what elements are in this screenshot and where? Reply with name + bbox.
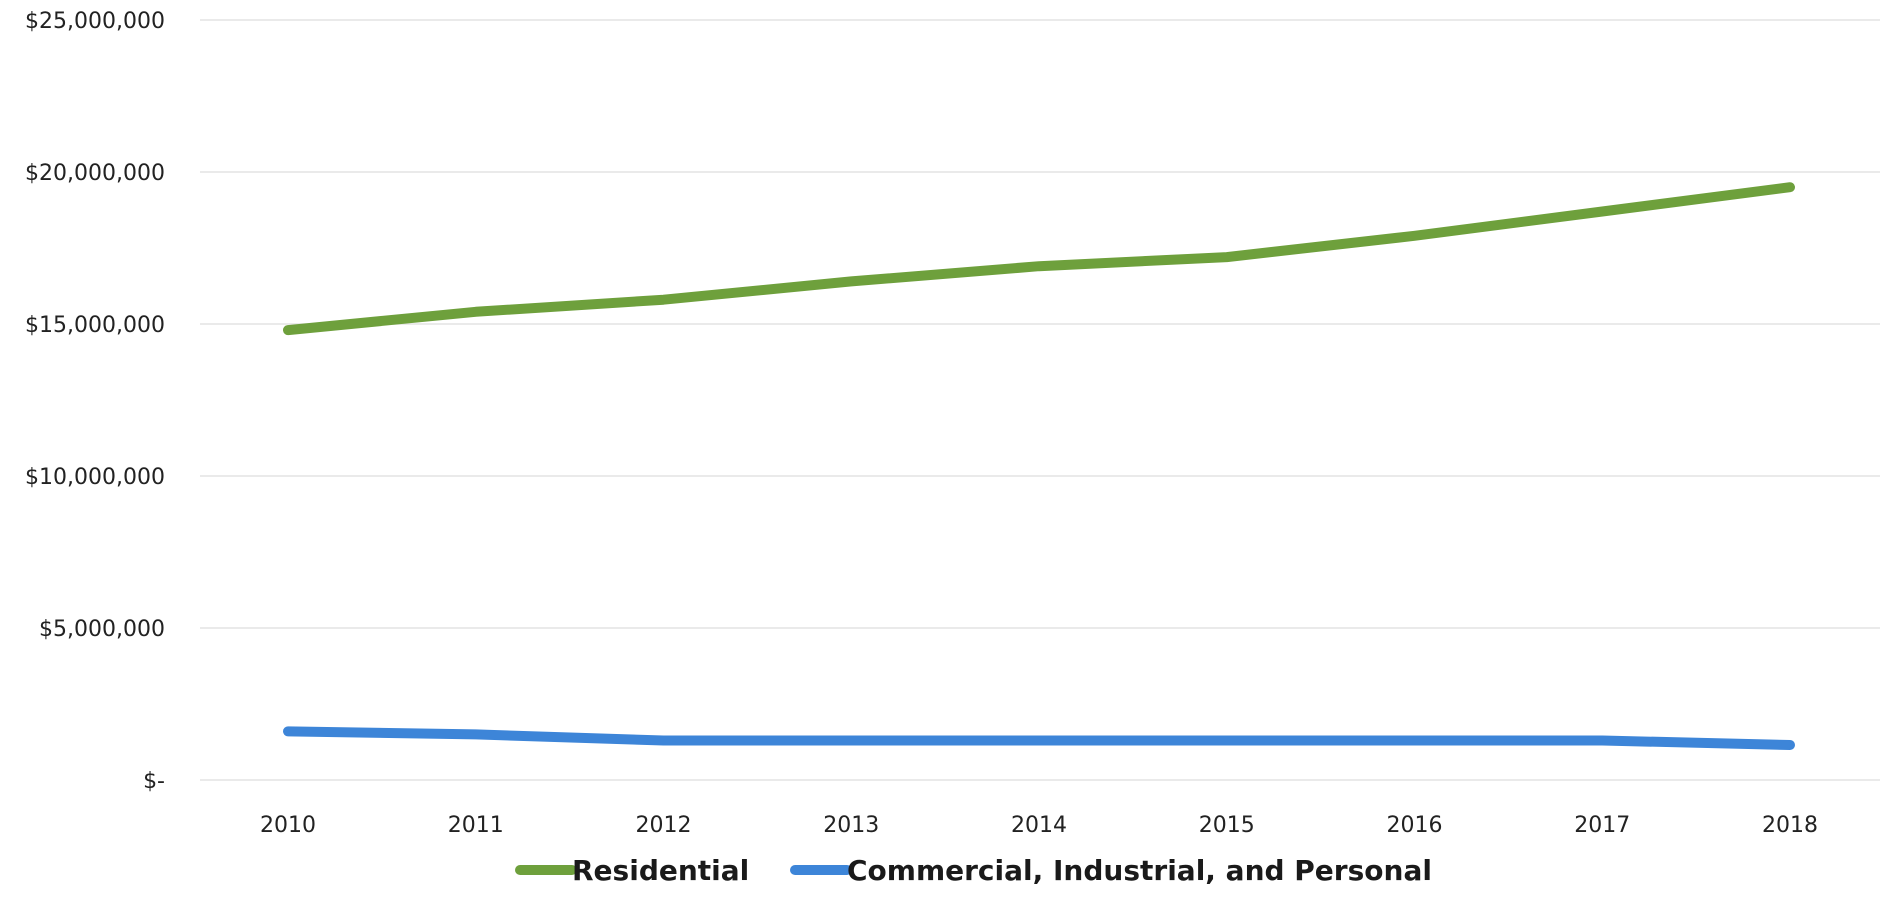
x-tick-label: 2012	[636, 813, 692, 838]
x-tick-label: 2016	[1387, 813, 1443, 838]
legend-label: Commercial, Industrial, and Personal	[847, 854, 1432, 887]
y-tick-label: $15,000,000	[25, 313, 165, 338]
x-tick-label: 2017	[1574, 813, 1630, 838]
y-axis-ticks: $- $5,000,000 $10,000,000 $15,000,000 $20,00…	[25, 9, 165, 794]
x-tick-label: 2011	[448, 813, 504, 838]
legend-label: Residential	[572, 854, 749, 887]
x-tick-label: 2015	[1199, 813, 1255, 838]
y-tick-label: $20,000,000	[25, 161, 165, 186]
y-tick-label: $-	[143, 769, 165, 794]
series-line-residential	[283, 182, 1795, 336]
series-line-commercial-industrial-and-personal	[283, 726, 1795, 750]
x-axis-ticks: 2010 2011 2012 2013 2014 2015 2016 2017 2018	[260, 813, 1818, 838]
y-tick-label: $25,000,000	[25, 9, 165, 34]
y-tick-label: $10,000,000	[25, 465, 165, 490]
legend: Residential Commercial, Industrial, and P…	[515, 854, 1432, 887]
grid-layer	[200, 19, 1880, 781]
x-tick-label: 2018	[1762, 813, 1818, 838]
series-layer	[283, 182, 1795, 750]
x-tick-label: 2014	[1011, 813, 1067, 838]
x-tick-label: 2013	[823, 813, 879, 838]
x-tick-label: 2010	[260, 813, 316, 838]
y-tick-label: $5,000,000	[39, 617, 165, 642]
